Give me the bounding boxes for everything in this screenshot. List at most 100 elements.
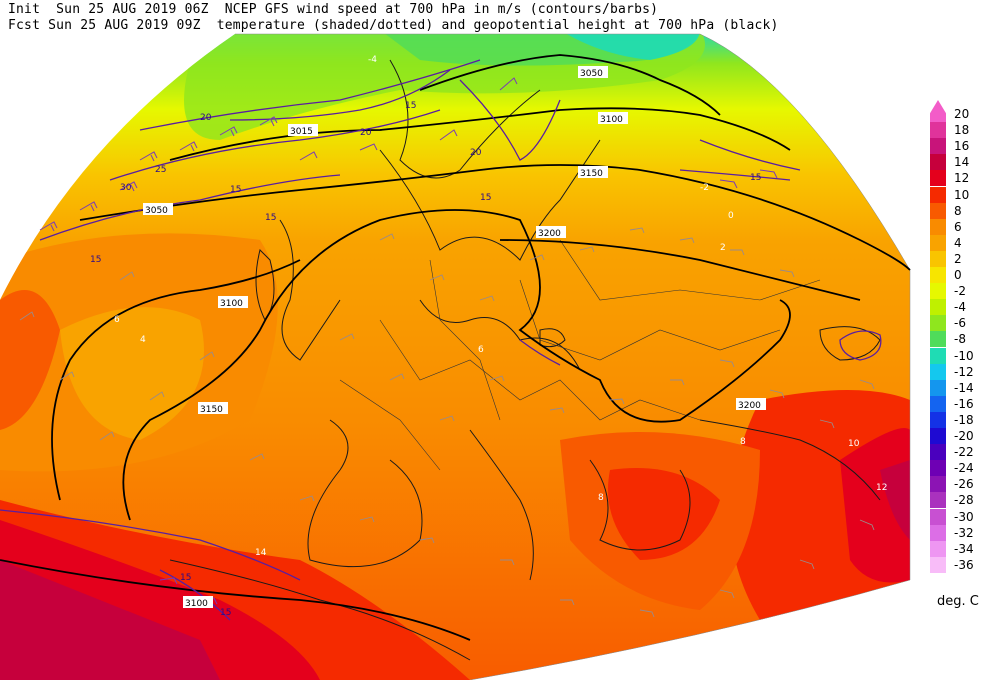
colorbar-swatch bbox=[930, 138, 946, 155]
colorbar-label: 0 bbox=[954, 268, 962, 282]
colorbar-label: 4 bbox=[954, 235, 962, 250]
header-line-2: Fcst Sun 25 AUG 2019 09Z temperature (sh… bbox=[8, 18, 779, 33]
temp-label: -2 bbox=[700, 183, 709, 193]
wind-label: 20 bbox=[470, 148, 482, 158]
borders bbox=[339, 239, 821, 471]
colorbar-swatch bbox=[930, 250, 946, 267]
height-contour-labels: 3050 3100 3150 3200 3100 3150 3200 3100 … bbox=[143, 66, 766, 609]
temp-label: 6 bbox=[478, 345, 484, 355]
colorbar-swatch bbox=[930, 202, 946, 219]
colorbar-label: -12 bbox=[954, 364, 974, 379]
height-label: 3100 bbox=[220, 299, 243, 309]
colorbar-swatch bbox=[930, 218, 946, 235]
colorbar-swatch bbox=[930, 411, 946, 428]
wind-label: 15 bbox=[405, 101, 416, 111]
temp-label: 8 bbox=[598, 493, 604, 503]
wind-label: 15 bbox=[220, 608, 231, 618]
temp-label: 2 bbox=[720, 243, 726, 253]
colorbar-swatch bbox=[930, 283, 946, 300]
colorbar-swatch bbox=[930, 379, 946, 396]
wind-label: 25 bbox=[155, 165, 166, 175]
colorbar-swatch bbox=[930, 395, 946, 412]
colorbar-units: deg. C bbox=[937, 594, 979, 609]
colorbar-label: 14 bbox=[954, 155, 970, 170]
height-label: 3150 bbox=[580, 169, 603, 179]
colorbar-label: -34 bbox=[954, 541, 974, 556]
colorbar-swatch bbox=[930, 315, 946, 332]
colorbar-swatch bbox=[930, 556, 946, 573]
colorbar-swatch bbox=[930, 476, 946, 493]
wind-label: 15 bbox=[180, 573, 191, 583]
colorbar-swatch bbox=[930, 122, 946, 139]
temp-label: -4 bbox=[368, 55, 377, 65]
height-label: 3100 bbox=[600, 115, 623, 125]
colorbar-swatch bbox=[930, 508, 946, 525]
colorbar-swatch bbox=[930, 460, 946, 477]
temp-label: 6 bbox=[114, 315, 120, 325]
wind-contour-labels: 15 20 25 30 15 15 20 15 15 15 15 20 15 bbox=[90, 101, 761, 618]
strong-wind-barbs bbox=[39, 77, 778, 605]
header-line-1: Init Sun 25 AUG 2019 06Z NCEP GFS wind s… bbox=[8, 2, 659, 17]
wind-label: 20 bbox=[200, 113, 212, 123]
colorbar-label: -24 bbox=[954, 461, 974, 476]
colorbar-swatch bbox=[930, 154, 946, 171]
colorbar-label: -8 bbox=[954, 332, 966, 347]
temperature-labels: 4 6 -4 -2 0 2 8 10 12 14 6 8 bbox=[114, 55, 887, 558]
colorbar-swatch bbox=[930, 363, 946, 380]
temp-label: 4 bbox=[140, 335, 146, 345]
colorbar-label: -28 bbox=[954, 493, 974, 508]
temp-label: 14 bbox=[255, 548, 267, 558]
colorbar-swatch bbox=[930, 540, 946, 557]
wind-label: 15 bbox=[90, 255, 101, 265]
colorbar-swatch bbox=[930, 347, 946, 364]
colorbar-swatch bbox=[930, 331, 946, 348]
colorbar-label: 18 bbox=[954, 123, 970, 138]
wind-contours bbox=[0, 59, 882, 621]
wind-label: 15 bbox=[230, 185, 241, 195]
colorbar-label: -14 bbox=[954, 380, 974, 395]
colorbar-swatch bbox=[930, 186, 946, 203]
temp-label: 12 bbox=[876, 483, 887, 493]
height-label: 3200 bbox=[738, 401, 761, 411]
colorbar-swatch bbox=[930, 234, 946, 251]
colorbar-label: -16 bbox=[954, 396, 974, 411]
temp-label: 0 bbox=[728, 211, 734, 221]
colorbar-label: -2 bbox=[954, 284, 966, 299]
height-label: 3200 bbox=[538, 229, 561, 239]
colorbar-swatch bbox=[930, 299, 946, 316]
colorbar-label: 12 bbox=[954, 171, 970, 186]
wind-barbs bbox=[19, 227, 875, 618]
height-label: 3050 bbox=[145, 206, 168, 216]
colorbar-label: 6 bbox=[954, 219, 962, 234]
colorbar-swatch bbox=[930, 492, 946, 509]
height-label: 3150 bbox=[200, 405, 223, 415]
colorbar-label: -26 bbox=[954, 477, 974, 492]
colorbar-swatch bbox=[930, 267, 946, 283]
wind-label: 15 bbox=[750, 173, 761, 183]
wind-label: 15 bbox=[265, 213, 276, 223]
colorbar-label: -20 bbox=[954, 429, 974, 443]
colorbar-label: 2 bbox=[954, 251, 962, 266]
temp-label: 8 bbox=[740, 437, 746, 447]
colorbar-swatch bbox=[930, 428, 946, 444]
wind-label: 15 bbox=[480, 193, 491, 203]
colorbar-label: 10 bbox=[954, 187, 970, 202]
temp-label: 10 bbox=[848, 439, 860, 449]
wind-label: 20 bbox=[360, 128, 372, 138]
colorbar-label: 20 bbox=[954, 107, 970, 121]
colorbar-label: 8 bbox=[954, 203, 962, 218]
wind-label: 30 bbox=[120, 183, 132, 193]
height-label: 3015 bbox=[290, 127, 313, 137]
height-label: 3100 bbox=[185, 599, 208, 609]
colorbar-label: -32 bbox=[954, 525, 974, 540]
colorbar-label: -10 bbox=[954, 348, 974, 363]
colorbar-swatch bbox=[930, 444, 946, 461]
colorbar-label: -30 bbox=[954, 509, 974, 524]
colorbar-label: -6 bbox=[954, 316, 966, 331]
height-label: 3050 bbox=[580, 69, 603, 79]
colorbar-label: -36 bbox=[954, 557, 974, 572]
colorbar-label: -4 bbox=[954, 300, 966, 315]
colorbar-label: 16 bbox=[954, 139, 970, 154]
colorbar-swatch bbox=[930, 524, 946, 541]
